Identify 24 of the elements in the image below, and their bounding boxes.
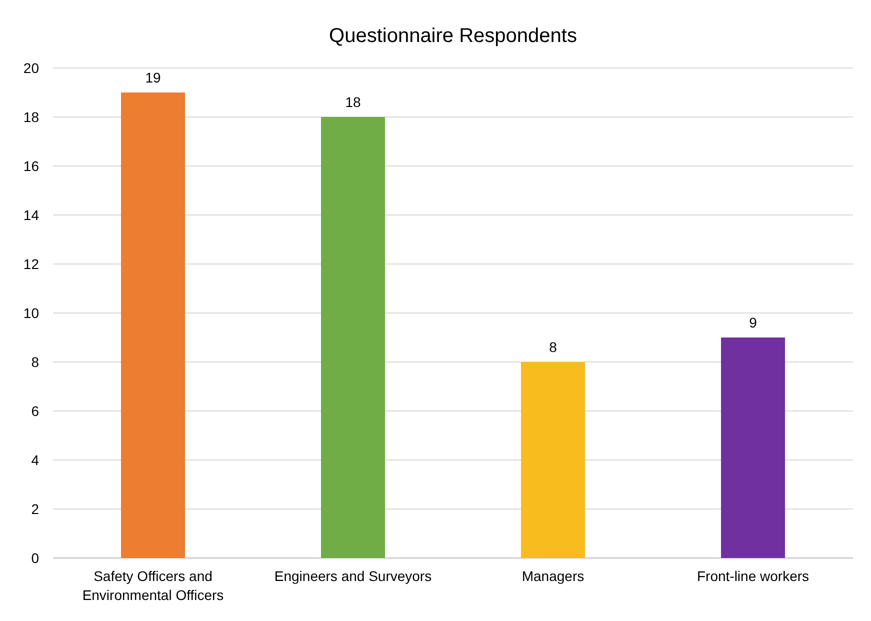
chart-title: Questionnaire Respondents xyxy=(329,25,577,47)
y-tick-label: 20 xyxy=(23,60,40,76)
bar xyxy=(321,117,385,558)
data-label: 8 xyxy=(549,339,558,355)
x-tick-label: Managers xyxy=(522,568,584,584)
y-tick-label: 18 xyxy=(23,109,40,125)
data-label: 19 xyxy=(145,70,161,86)
y-tick-label: 14 xyxy=(23,207,40,223)
y-tick-label: 0 xyxy=(31,550,40,566)
y-tick-label: 8 xyxy=(31,354,40,370)
y-tick-label: 4 xyxy=(31,452,40,468)
y-tick-label: 16 xyxy=(23,158,40,174)
x-tick-label: Front-line workers xyxy=(696,568,810,584)
x-tick-label: Safety Officers and Environmental Officers xyxy=(82,568,224,603)
y-tick-label: 12 xyxy=(23,256,40,272)
y-tick-label: 2 xyxy=(31,501,40,517)
bar xyxy=(121,92,185,558)
y-tick-label: 10 xyxy=(23,305,40,321)
bar xyxy=(721,338,785,558)
y-tick-label: 6 xyxy=(31,403,40,419)
x-tick-label: Engineers and Surveyors xyxy=(274,568,432,584)
data-label: 9 xyxy=(749,314,758,330)
bar xyxy=(521,362,585,558)
data-label: 18 xyxy=(345,94,361,110)
